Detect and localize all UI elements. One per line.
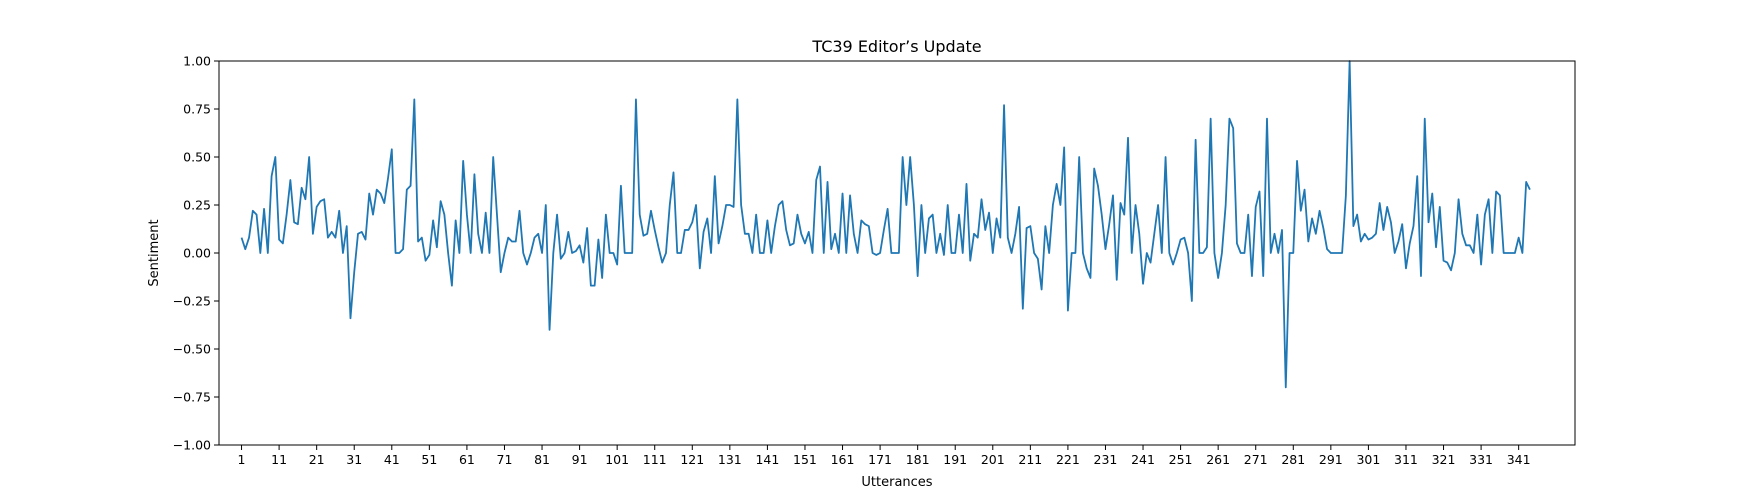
x-tick-label: 121 [680,452,704,467]
x-tick-label: 21 [309,452,325,467]
y-tick-label: −1.00 [173,438,211,453]
x-tick-label: 101 [605,452,629,467]
x-tick-label: 331 [1469,452,1493,467]
y-tick-label: −0.75 [173,390,211,405]
x-tick-label: 291 [1319,452,1343,467]
x-tick-label: 111 [643,452,667,467]
x-tick-label: 131 [718,452,742,467]
y-axis-label: Sentiment [147,219,162,286]
plot-series [240,60,1531,389]
x-tick-label: 301 [1356,452,1380,467]
x-tick-label: 251 [1169,452,1193,467]
y-tick-label: 1.00 [183,54,211,69]
x-tick-label: 181 [906,452,930,467]
y-tick-label: −0.50 [173,342,211,357]
x-tick-label: 241 [1131,452,1155,467]
y-tick-label: 0.75 [183,102,211,117]
x-tick-label: 261 [1206,452,1230,467]
x-tick-label: 1 [238,452,246,467]
x-tick-label: 191 [943,452,967,467]
x-tick-label: 311 [1394,452,1418,467]
x-tick-label: 141 [755,452,779,467]
x-tick-label: 271 [1244,452,1268,467]
x-tick-label: 31 [346,452,362,467]
series-line [240,60,1531,389]
x-tick-label: 71 [497,452,513,467]
x-tick-label: 151 [793,452,817,467]
x-tick-label: 341 [1507,452,1531,467]
chart-title: TC39 Editor’s Update [811,37,981,56]
y-tick-label: −0.25 [173,294,211,309]
x-tick-label: 231 [1094,452,1118,467]
x-tick-label: 211 [1018,452,1042,467]
x-tick-label: 201 [981,452,1005,467]
y-tick-label: 0.50 [183,150,211,165]
x-tick-label: 41 [384,452,400,467]
x-tick-label: 61 [459,452,475,467]
y-tick-label: 0.00 [183,246,211,261]
plot-frame [218,60,1576,446]
x-tick-label: 171 [868,452,892,467]
y-tick-label: 0.25 [183,198,211,213]
x-tick-label: 81 [534,452,550,467]
x-tick-label: 11 [271,452,287,467]
x-tick-label: 51 [421,452,437,467]
y-axis-ticks: −1.00 −0.75 −0.50 −0.25 0.00 0.25 0.50 0.75 1.00 [173,54,219,453]
x-axis-label: Utterances [861,475,932,490]
x-tick-label: 281 [1281,452,1305,467]
x-axis-ticks: 1 11 21 31 41 51 61 71 81 91 101 111 121 131 141 151 161… [238,445,1531,467]
x-tick-label: 321 [1432,452,1456,467]
x-tick-label: 91 [572,452,588,467]
x-tick-label: 221 [1056,452,1080,467]
x-tick-label: 161 [831,452,855,467]
